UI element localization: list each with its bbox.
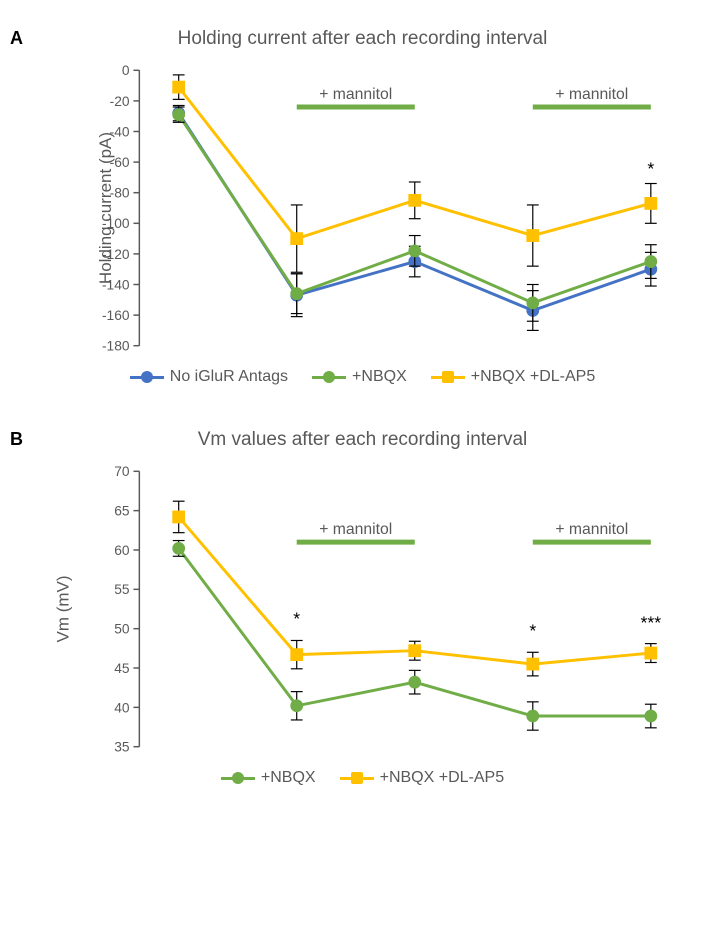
legend-label: +NBQX +DL-AP5 <box>380 769 505 787</box>
panel-a: A Holding current after each recording i… <box>10 28 715 389</box>
svg-text:50: 50 <box>114 622 130 637</box>
svg-text:55: 55 <box>114 582 130 597</box>
svg-text:+ mannitol: + mannitol <box>555 86 628 103</box>
legend-label: +NBQX <box>352 368 407 386</box>
svg-text:0: 0 <box>122 63 130 78</box>
svg-text:45: 45 <box>114 661 130 676</box>
svg-text:65: 65 <box>114 504 130 519</box>
svg-text:35: 35 <box>114 740 130 755</box>
panel-a-chart: Holding current (pA) 0-20-40-60-80-100-1… <box>100 58 685 358</box>
panel-b-ylabel: Vm (mV) <box>54 575 74 642</box>
panel-b-chart: Vm (mV) 7065605550454035+ mannitol+ mann… <box>100 459 685 759</box>
legend-marker <box>431 370 465 384</box>
panel-a-legend: No iGluR Antags +NBQX +NBQX +DL-AP5 <box>10 368 715 389</box>
legend-item: No iGluR Antags <box>130 368 288 386</box>
legend-marker <box>130 370 164 384</box>
legend-marker <box>340 771 374 785</box>
panel-b-svg: 7065605550454035+ mannitol+ mannitol****… <box>100 459 700 759</box>
panel-b-legend: +NBQX +NBQX +DL-AP5 <box>10 769 715 790</box>
panel-b-label: B <box>10 429 23 450</box>
svg-text:40: 40 <box>114 700 130 715</box>
svg-text:-180: -180 <box>102 339 130 354</box>
svg-text:*: * <box>293 609 300 629</box>
panel-a-title: Holding current after each recording int… <box>10 28 715 50</box>
svg-text:70: 70 <box>114 464 130 479</box>
legend-item: +NBQX <box>312 368 407 386</box>
panel-a-label: A <box>10 28 23 49</box>
svg-text:-20: -20 <box>110 94 130 109</box>
svg-text:+ mannitol: + mannitol <box>555 521 628 538</box>
panel-a-svg: 0-20-40-60-80-100-120-140-160-180+ manni… <box>100 58 700 358</box>
panel-b-title: Vm values after each recording interval <box>10 429 715 451</box>
panel-a-ylabel: Holding current (pA) <box>96 132 116 284</box>
svg-text:-160: -160 <box>102 308 130 323</box>
legend-item: +NBQX +DL-AP5 <box>431 368 596 386</box>
legend-marker <box>312 370 346 384</box>
svg-text:*: * <box>529 621 536 641</box>
legend-label: No iGluR Antags <box>170 368 288 386</box>
legend-label: +NBQX +DL-AP5 <box>471 368 596 386</box>
legend-item: +NBQX +DL-AP5 <box>340 769 505 787</box>
svg-text:60: 60 <box>114 543 130 558</box>
svg-text:+ mannitol: + mannitol <box>319 86 392 103</box>
legend-marker <box>221 771 255 785</box>
svg-text:*: * <box>647 158 654 178</box>
panel-b: B Vm values after each recording interva… <box>10 429 715 790</box>
svg-text:+ mannitol: + mannitol <box>319 521 392 538</box>
legend-item: +NBQX <box>221 769 316 787</box>
legend-label: +NBQX <box>261 769 316 787</box>
svg-text:***: *** <box>640 613 661 633</box>
